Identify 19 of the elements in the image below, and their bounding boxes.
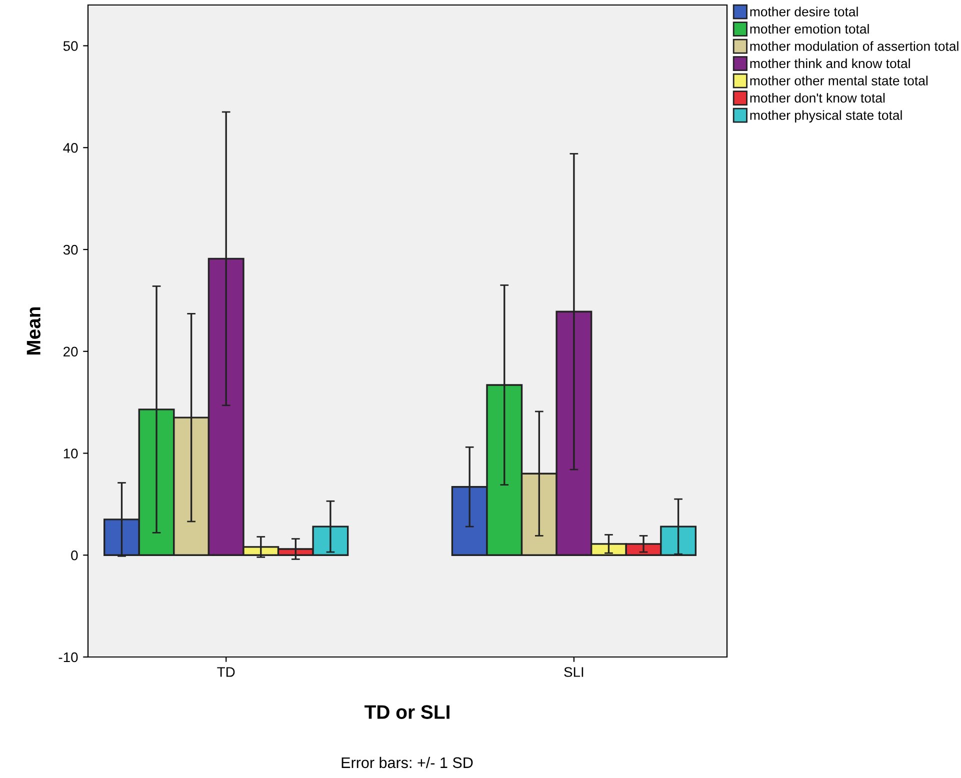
y-tick-label: 10 — [64, 448, 78, 458]
y-tick-label: 0 — [71, 550, 78, 560]
y-tick-label: -10 — [58, 652, 78, 662]
y-axis-title: Mean — [26, 307, 40, 355]
legend-label: mother modulation of assertion total — [750, 41, 958, 51]
legend-label: mother physical state total — [750, 110, 902, 123]
text: Error bars: +/- 1 SD — [342, 756, 473, 768]
y-tick-label: 50 — [63, 41, 78, 51]
x-tick-label: SLI — [564, 667, 584, 677]
legend-label: mother emotion total — [750, 24, 869, 34]
x-axis-title: TD or SLI — [364, 705, 450, 719]
y-tick-label: 20 — [64, 346, 78, 357]
y-tick-label: 30 — [63, 244, 78, 255]
y-tick-label: 40 — [63, 142, 78, 153]
legend-label: mother think and know total — [750, 58, 910, 68]
x-tick-label: TD — [217, 667, 235, 677]
legend-label: mother don't know total — [750, 92, 885, 103]
legend-label: mother desire total — [750, 6, 858, 16]
legend-label: mother other mental state total — [750, 76, 928, 86]
